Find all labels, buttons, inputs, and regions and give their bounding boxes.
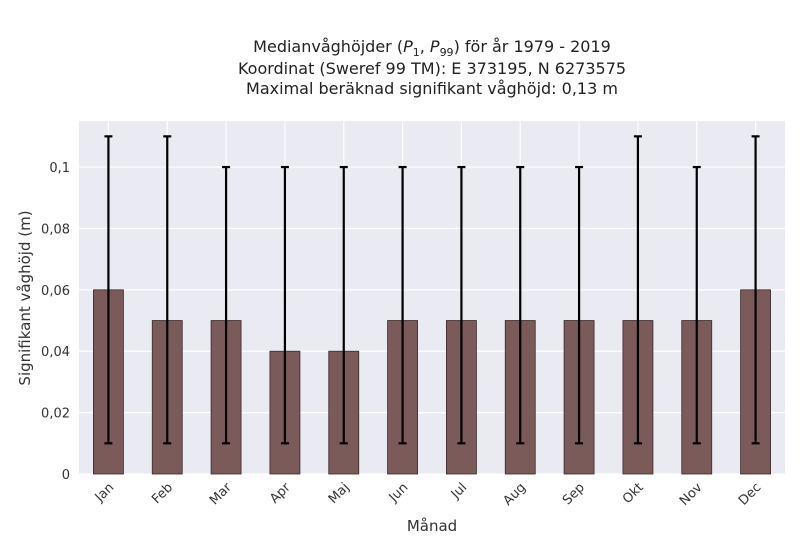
x-axis-label: Månad (407, 517, 457, 535)
error-bar (222, 165, 231, 445)
error-bar (280, 165, 289, 445)
x-tick-label: Dec (736, 480, 764, 508)
error-bar (751, 135, 760, 445)
x-tick-label: Maj (326, 480, 353, 507)
y-tick-label: 0,1 (49, 161, 70, 176)
error-bar (692, 165, 701, 445)
y-tick-label: 0,02 (41, 407, 70, 422)
x-tick-label: Jan (92, 480, 117, 505)
x-tick-label: Apr (267, 480, 294, 507)
x-tick-label: Nov (677, 480, 706, 509)
error-bar (163, 135, 172, 445)
error-bar (516, 165, 525, 445)
chart-title: Medianvåghöjder (P1, P99) för år 1979 - … (238, 37, 626, 98)
x-tick-label: Mar (207, 480, 235, 508)
x-tick-label: Okt (620, 480, 647, 507)
error-bar (339, 165, 348, 445)
x-axis-ticks: Jan Feb Mar Apr Maj Jun Jul Aug Sep Okt Nov Dec (92, 480, 765, 509)
title-line-3: Maximal beräknad signifikant våghöjd: 0,… (246, 79, 618, 98)
title-line-1: Medianvåghöjder (P1, P99) för år 1979 - … (253, 37, 611, 59)
y-tick-label: 0,06 (41, 284, 70, 299)
y-axis-label: Signifikant våghöjd (m) (16, 210, 34, 385)
error-bar (633, 135, 642, 445)
error-bar (457, 165, 466, 445)
x-tick-label: Sep (560, 480, 588, 508)
error-bar (104, 135, 113, 445)
error-bar (575, 165, 584, 445)
y-tick-label: 0,04 (41, 345, 70, 360)
x-tick-label: Aug (501, 480, 530, 509)
y-axis-ticks: 0 0,02 0,04 0,06 0,08 0,1 (41, 161, 70, 483)
error-bars (104, 135, 760, 445)
x-tick-label: Jun (386, 480, 412, 506)
x-tick-label: Jul (448, 480, 470, 502)
y-tick-label: 0 (62, 468, 70, 483)
plot-area (79, 121, 785, 474)
y-tick-label: 0,08 (41, 222, 70, 237)
title-line-2: Koordinat (Sweref 99 TM): E 373195, N 62… (238, 59, 626, 78)
error-bar (398, 165, 407, 445)
x-tick-label: Feb (149, 480, 176, 507)
